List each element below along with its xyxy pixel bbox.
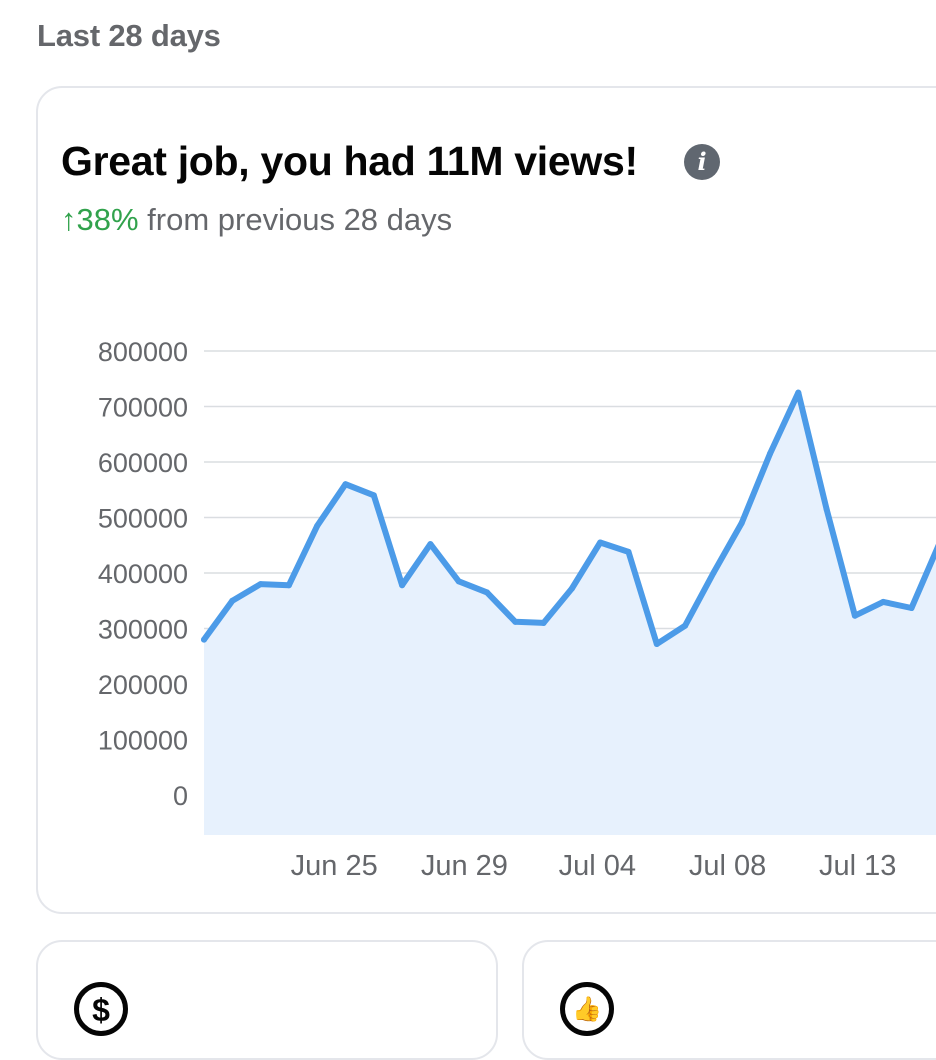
- dollar-circle-icon: $: [74, 982, 128, 1036]
- data-point: [795, 390, 801, 396]
- y-tick-label: 0: [173, 781, 188, 811]
- engagement-card[interactable]: 👍: [522, 940, 936, 1060]
- data-point: [427, 541, 433, 547]
- data-point: [909, 605, 915, 611]
- data-point: [314, 523, 320, 529]
- views-chart: 800000 700000 600000 500000 400000 300000 2000…: [0, 300, 936, 900]
- info-icon[interactable]: i: [684, 144, 720, 180]
- data-point: [824, 506, 830, 512]
- data-point: [201, 637, 207, 643]
- data-point: [399, 582, 405, 588]
- data-point: [229, 598, 235, 604]
- thumbs-up-icon: 👍: [560, 982, 614, 1036]
- data-point: [371, 492, 377, 498]
- data-point: [880, 599, 886, 605]
- x-tick-label: Jul 13: [819, 850, 896, 882]
- y-tick-label: 400000: [98, 559, 188, 589]
- y-tick-label: 800000: [98, 337, 188, 367]
- views-headline: Great job, you had 11M views!: [61, 138, 638, 185]
- views-delta: ↑38% from previous 28 days: [61, 202, 452, 238]
- y-tick-label: 300000: [98, 615, 188, 645]
- data-point: [654, 641, 660, 647]
- data-point: [852, 613, 858, 619]
- y-tick-label: 700000: [98, 393, 188, 423]
- data-point: [484, 589, 490, 595]
- data-point: [456, 578, 462, 584]
- delta-percent: 38%: [77, 202, 139, 237]
- delta-up-arrow-icon: ↑: [61, 202, 77, 237]
- data-point: [739, 520, 745, 526]
- data-point: [682, 623, 688, 629]
- y-tick-label: 500000: [98, 504, 188, 534]
- data-point: [541, 620, 547, 626]
- x-tick-label: Jun 25: [291, 850, 378, 882]
- data-point: [286, 582, 292, 588]
- data-point: [512, 619, 518, 625]
- data-point: [343, 481, 349, 487]
- data-point: [767, 451, 773, 457]
- x-tick-label: Jul 08: [689, 850, 766, 882]
- x-tick-label: Jun 29: [421, 850, 508, 882]
- delta-text: from previous 28 days: [147, 202, 452, 237]
- period-label: Last 28 days: [37, 18, 221, 54]
- data-point: [569, 586, 575, 592]
- views-area: [204, 393, 936, 835]
- y-tick-label: 600000: [98, 448, 188, 478]
- data-point: [710, 570, 716, 576]
- y-tick-label: 100000: [98, 726, 188, 756]
- earnings-card[interactable]: $: [36, 940, 498, 1060]
- data-point: [626, 549, 632, 555]
- x-tick-label: Jul 04: [559, 850, 636, 882]
- y-tick-label: 200000: [98, 670, 188, 700]
- data-point: [597, 539, 603, 545]
- data-point: [258, 581, 264, 587]
